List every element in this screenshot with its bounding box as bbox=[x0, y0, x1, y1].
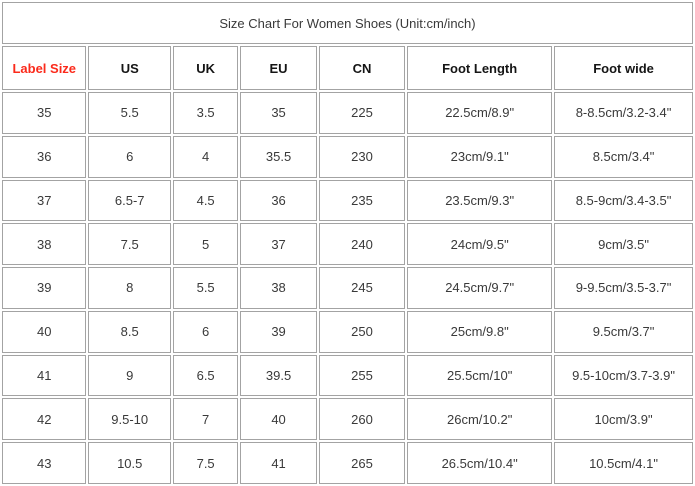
table-row: 38 7.5 5 37 240 24cm/9.5" 9cm/3.5" bbox=[2, 223, 693, 266]
table-cell: 6 bbox=[88, 135, 171, 178]
title-row: Size Chart For Women Shoes (Unit:cm/inch… bbox=[2, 2, 693, 44]
table-row: 43 10.5 7.5 41 265 26.5cm/10.4" 10.5cm/4.1" bbox=[2, 442, 693, 484]
table-row: 42 9.5-10 7 40 260 26cm/10.2" 10cm/3.9" bbox=[2, 398, 693, 441]
table-cell: 8.5-9cm/3.4-3.5" bbox=[554, 179, 693, 222]
table-cell: 25.5cm/10" bbox=[407, 354, 553, 397]
table-cell: 5 bbox=[172, 223, 239, 266]
table-cell: 35 bbox=[2, 92, 87, 134]
table-cell: 8.5 bbox=[88, 310, 171, 353]
table-cell: 250 bbox=[318, 310, 406, 353]
table-row: 39 8 5.5 38 245 24.5cm/9.7" 9-9.5cm/3.5-3.7" bbox=[2, 267, 693, 309]
table-cell: 36 bbox=[2, 135, 87, 178]
table-cell: 10.5cm/4.1" bbox=[554, 442, 693, 484]
chart-title: Size Chart For Women Shoes (Unit:cm/inch… bbox=[2, 2, 693, 44]
table-cell: 6.5-7 bbox=[88, 179, 171, 222]
header-row: Label Size US UK EU CN Foot Length Foot wide bbox=[2, 46, 693, 90]
table-cell: 38 bbox=[240, 267, 317, 309]
table-cell: 10.5 bbox=[88, 442, 171, 484]
table-row: 36 6 4 35.5 230 23cm/9.1" 8.5cm/3.4" bbox=[2, 135, 693, 178]
table-cell: 265 bbox=[318, 442, 406, 484]
table-cell: 35 bbox=[240, 92, 317, 134]
table-cell: 9cm/3.5" bbox=[554, 223, 693, 266]
table-row: 37 6.5-7 4.5 36 235 23.5cm/9.3" 8.5-9cm/3.4-3.… bbox=[2, 179, 693, 222]
column-header-foot-wide: Foot wide bbox=[554, 46, 693, 90]
column-header-cn: CN bbox=[318, 46, 406, 90]
table-cell: 9.5-10 bbox=[88, 398, 171, 441]
table-cell: 24.5cm/9.7" bbox=[407, 267, 553, 309]
table-cell: 225 bbox=[318, 92, 406, 134]
table-row: 40 8.5 6 39 250 25cm/9.8" 9.5cm/3.7" bbox=[2, 310, 693, 353]
table-cell: 4.5 bbox=[172, 179, 239, 222]
column-header-us: US bbox=[88, 46, 171, 90]
column-header-eu: EU bbox=[240, 46, 317, 90]
table-row: 41 9 6.5 39.5 255 25.5cm/10" 9.5-10cm/3.7-3.9" bbox=[2, 354, 693, 397]
table-cell: 9.5-10cm/3.7-3.9" bbox=[554, 354, 693, 397]
table-row: 35 5.5 3.5 35 225 22.5cm/8.9" 8-8.5cm/3.2-3.4" bbox=[2, 92, 693, 134]
table-cell: 245 bbox=[318, 267, 406, 309]
table-cell: 23cm/9.1" bbox=[407, 135, 553, 178]
table-cell: 240 bbox=[318, 223, 406, 266]
column-header-foot-length: Foot Length bbox=[407, 46, 553, 90]
table-cell: 8.5cm/3.4" bbox=[554, 135, 693, 178]
table-cell: 24cm/9.5" bbox=[407, 223, 553, 266]
table-cell: 39 bbox=[2, 267, 87, 309]
table-cell: 5.5 bbox=[172, 267, 239, 309]
table-cell: 7.5 bbox=[172, 442, 239, 484]
table-cell: 9.5cm/3.7" bbox=[554, 310, 693, 353]
table-cell: 6 bbox=[172, 310, 239, 353]
table-cell: 41 bbox=[2, 354, 87, 397]
table-cell: 230 bbox=[318, 135, 406, 178]
table-cell: 40 bbox=[240, 398, 317, 441]
table-cell: 7 bbox=[172, 398, 239, 441]
table-cell: 10cm/3.9" bbox=[554, 398, 693, 441]
table-cell: 8-8.5cm/3.2-3.4" bbox=[554, 92, 693, 134]
table-cell: 22.5cm/8.9" bbox=[407, 92, 553, 134]
table-cell: 4 bbox=[172, 135, 239, 178]
table-cell: 5.5 bbox=[88, 92, 171, 134]
table-cell: 35.5 bbox=[240, 135, 317, 178]
table-cell: 26.5cm/10.4" bbox=[407, 442, 553, 484]
table-cell: 23.5cm/9.3" bbox=[407, 179, 553, 222]
column-header-uk: UK bbox=[172, 46, 239, 90]
table-cell: 39.5 bbox=[240, 354, 317, 397]
table-cell: 42 bbox=[2, 398, 87, 441]
table-cell: 6.5 bbox=[172, 354, 239, 397]
table-cell: 260 bbox=[318, 398, 406, 441]
table-cell: 25cm/9.8" bbox=[407, 310, 553, 353]
table-cell: 26cm/10.2" bbox=[407, 398, 553, 441]
table-cell: 3.5 bbox=[172, 92, 239, 134]
table-cell: 9 bbox=[88, 354, 171, 397]
table-cell: 38 bbox=[2, 223, 87, 266]
table-cell: 36 bbox=[240, 179, 317, 222]
table-cell: 37 bbox=[2, 179, 87, 222]
column-header-label-size: Label Size bbox=[2, 46, 87, 90]
table-cell: 235 bbox=[318, 179, 406, 222]
table-cell: 9-9.5cm/3.5-3.7" bbox=[554, 267, 693, 309]
table-cell: 40 bbox=[2, 310, 87, 353]
table-cell: 39 bbox=[240, 310, 317, 353]
table-cell: 37 bbox=[240, 223, 317, 266]
table-cell: 43 bbox=[2, 442, 87, 484]
table-cell: 41 bbox=[240, 442, 317, 484]
table-cell: 255 bbox=[318, 354, 406, 397]
table-cell: 7.5 bbox=[88, 223, 171, 266]
table-cell: 8 bbox=[88, 267, 171, 309]
table-body: 35 5.5 3.5 35 225 22.5cm/8.9" 8-8.5cm/3.2-3.4"… bbox=[2, 92, 693, 484]
